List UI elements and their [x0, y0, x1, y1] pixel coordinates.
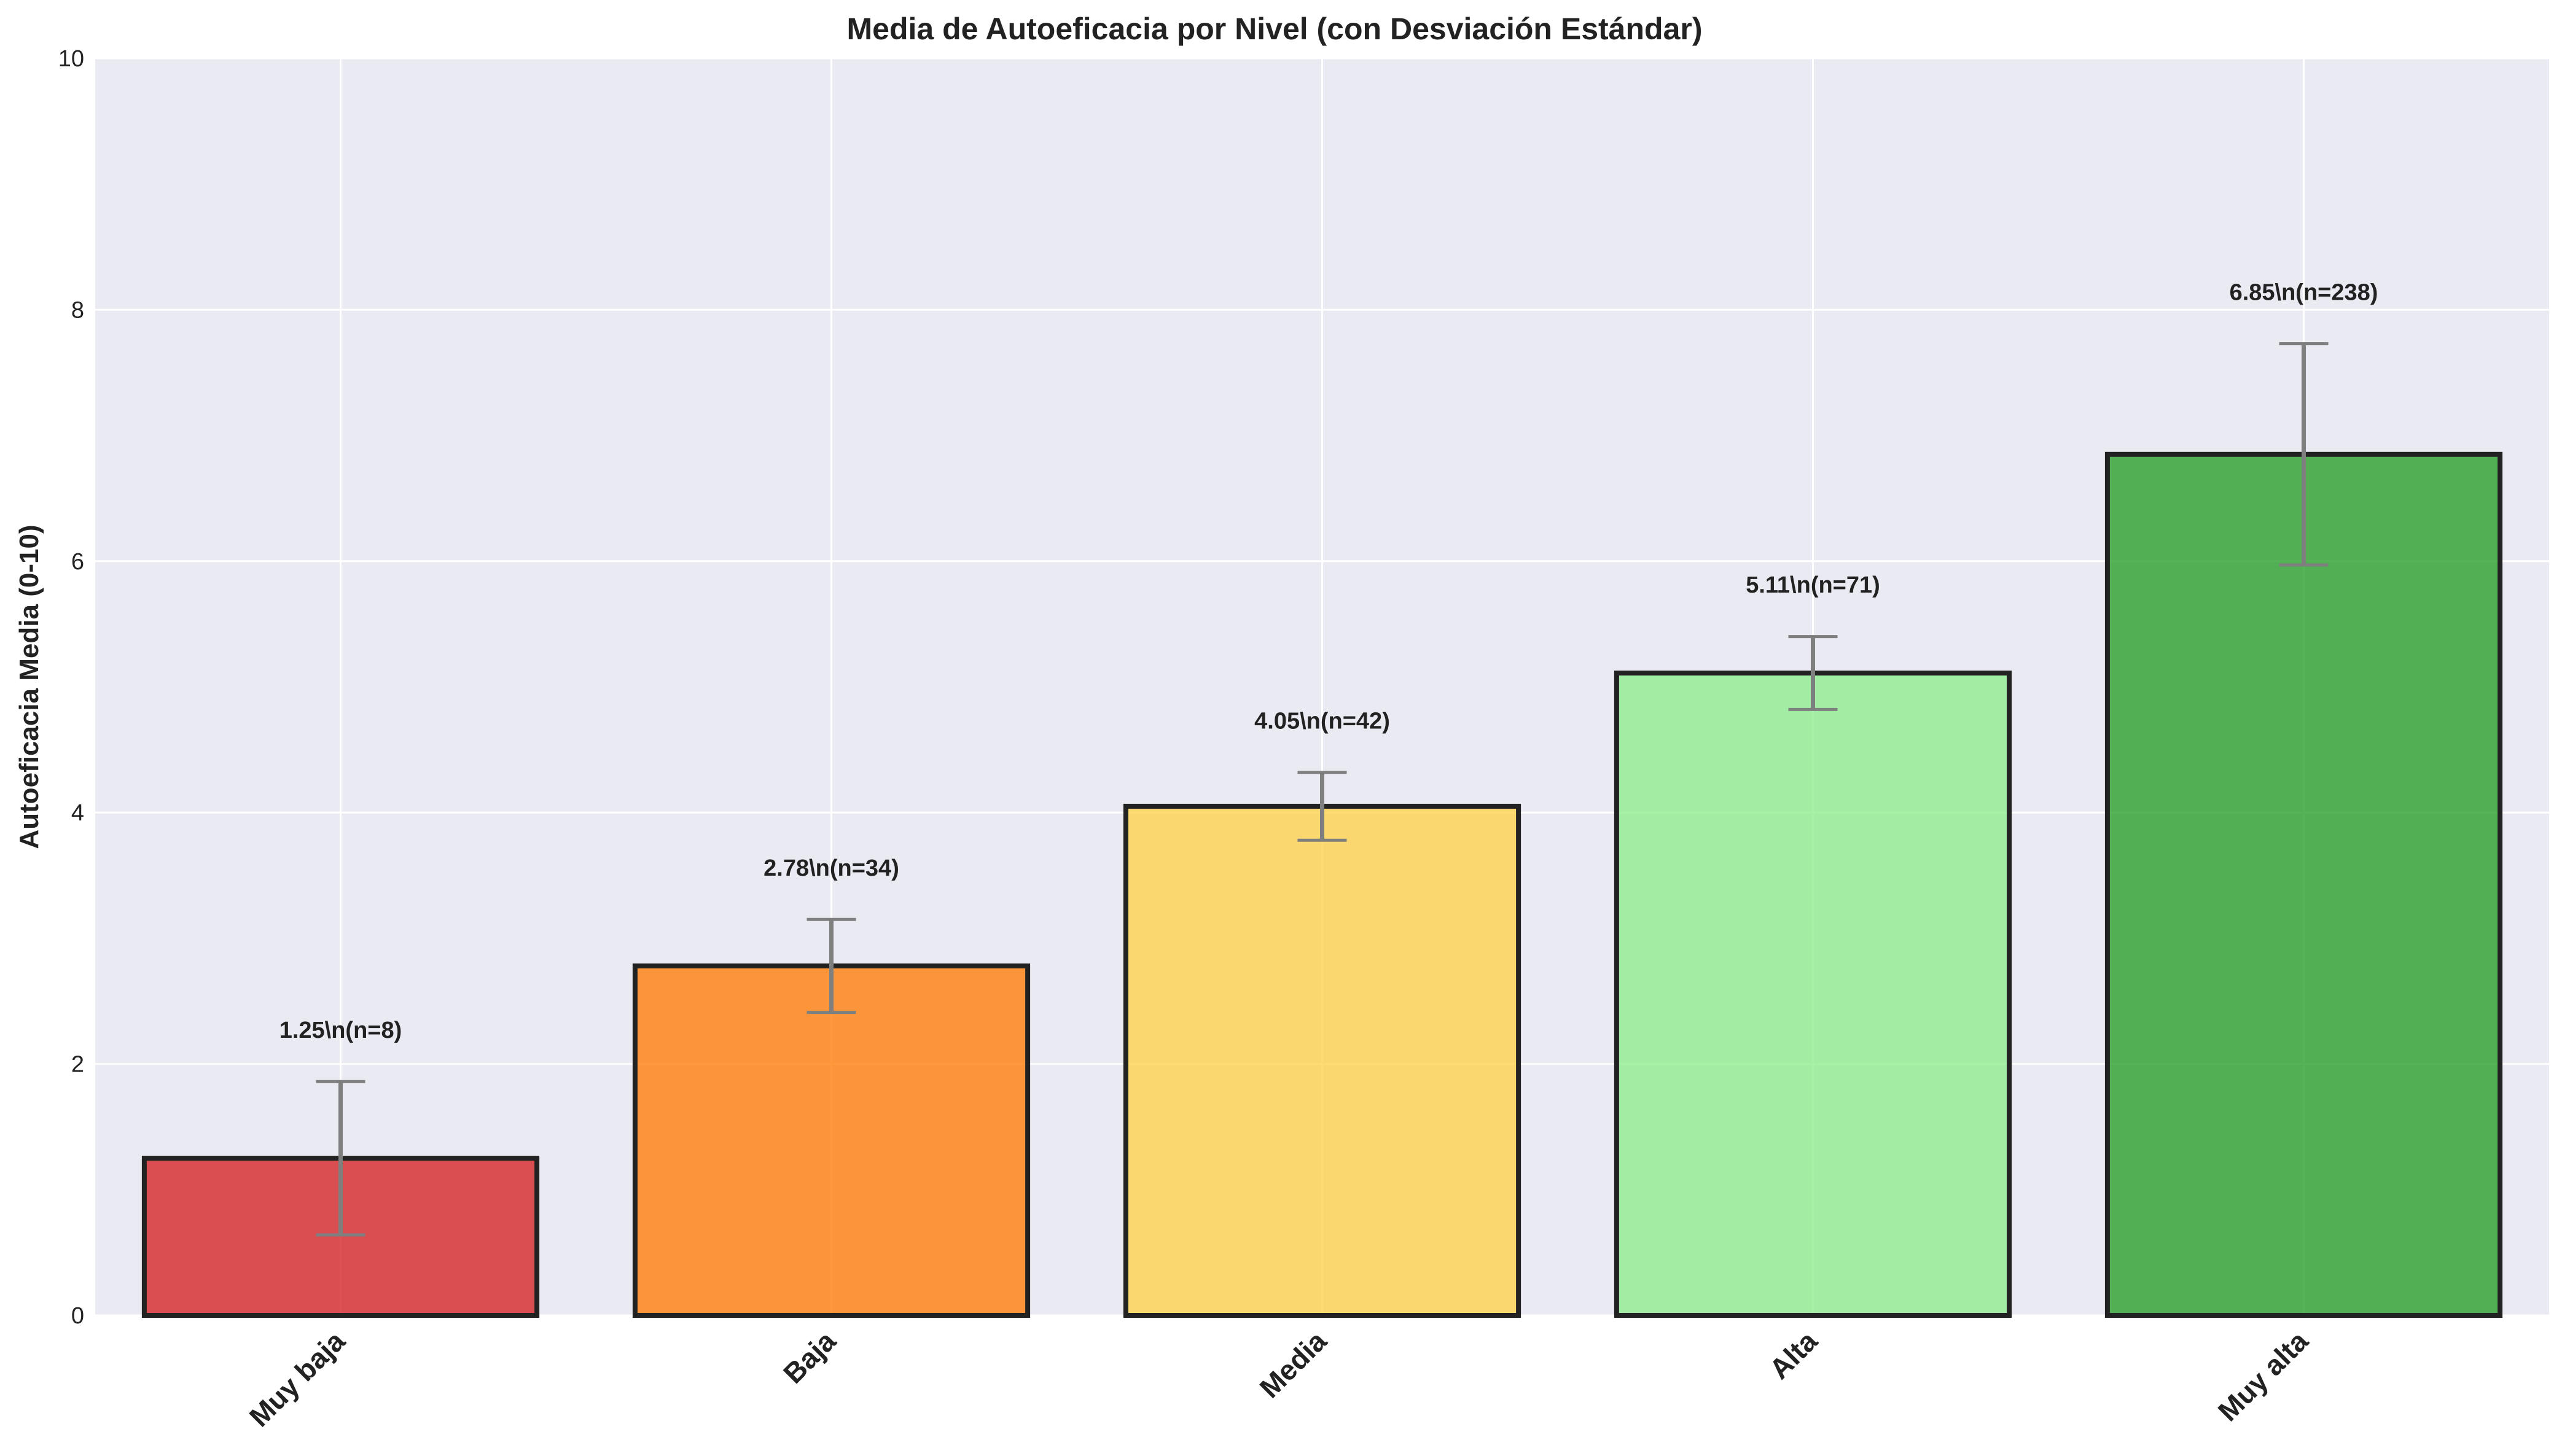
error-bar: [316, 1080, 365, 1237]
error-bar: [1788, 635, 1838, 711]
y-tick-label: 8: [71, 297, 84, 323]
y-axis-label: Autoeficacia Media (0-10): [14, 524, 44, 849]
bar-value-label: 2.78\n(n=34): [764, 855, 899, 881]
y-tick-label: 6: [71, 549, 84, 575]
chart-title: Media de Autoeficacia por Nivel (con Des…: [847, 12, 1703, 46]
x-tick-label: Muy alta: [2212, 1325, 2314, 1427]
bars: [141, 451, 2503, 1318]
error-bar: [2279, 342, 2329, 567]
error-bar: [1297, 771, 1347, 842]
bar-value-label: 4.05\n(n=42): [1254, 708, 1390, 734]
x-axis-ticks: Muy baja Baja Media Alta Muy alta: [243, 1325, 2314, 1433]
bar: [2104, 451, 2503, 1318]
error-bar: [806, 917, 856, 1014]
y-tick-label: 10: [58, 46, 84, 72]
x-tick-label: Media: [1254, 1325, 1333, 1404]
error-bars: [316, 342, 2329, 1237]
y-tick-label: 0: [71, 1303, 84, 1329]
y-axis-ticks: 0 2 4 6 8 10: [58, 46, 84, 1329]
bar-labels: 1.25\n(n=8) 2.78\n(n=34) 4.05\n(n=42) 5.11\…: [279, 279, 2378, 1043]
x-tick-label: Alta: [1763, 1325, 1824, 1385]
bar: [1123, 803, 1521, 1318]
x-tick-label: Muy baja: [243, 1325, 351, 1433]
x-tick-label: Baja: [777, 1325, 842, 1390]
bar: [1614, 670, 2012, 1318]
bar-value-label: 5.11\n(n=71): [1746, 572, 1880, 598]
y-tick-label: 2: [71, 1052, 84, 1078]
bar-value-label: 6.85\n(n=238): [2230, 279, 2378, 305]
bar: [632, 963, 1031, 1318]
bar-value-label: 1.25\n(n=8): [279, 1018, 402, 1043]
y-tick-label: 4: [71, 800, 84, 826]
